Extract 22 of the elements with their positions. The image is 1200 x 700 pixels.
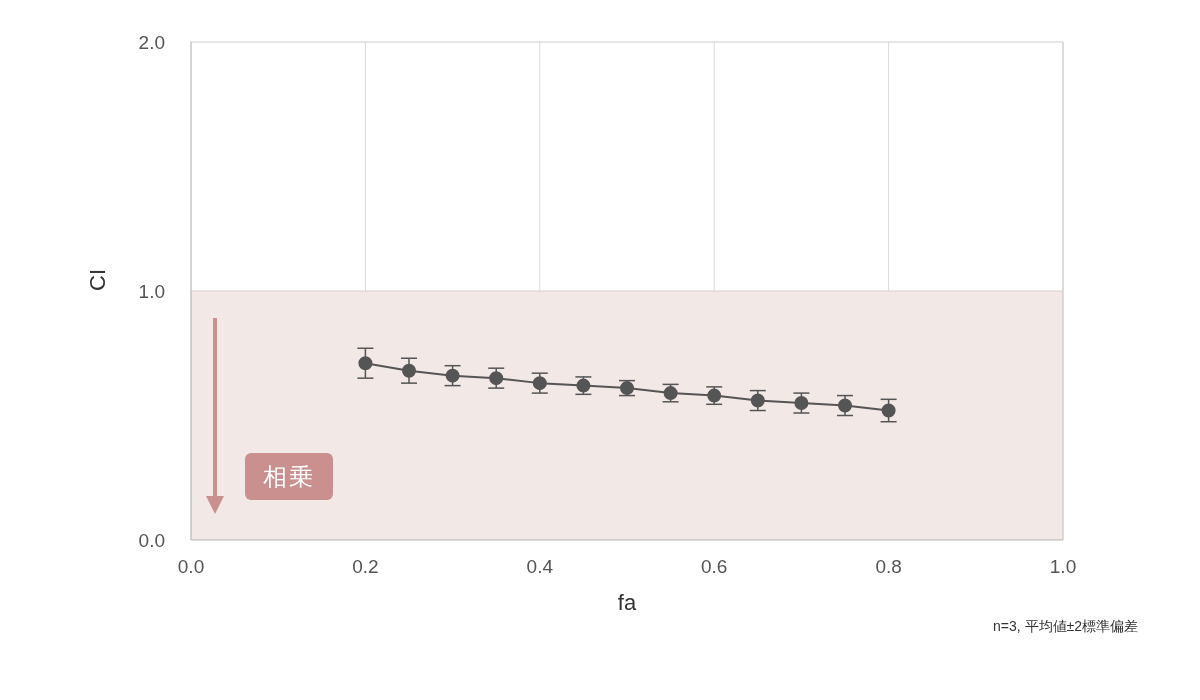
point xyxy=(794,396,809,411)
point xyxy=(358,356,373,371)
text: n=3, 平均値±2標準偏差 xyxy=(993,618,1138,636)
x-tick-label: 0.6 xyxy=(700,556,728,578)
point xyxy=(532,376,547,391)
x-tick-label: 0.0 xyxy=(177,556,205,578)
point xyxy=(838,398,852,413)
y-tick-label: 1.0 xyxy=(138,280,165,302)
annotation: 相乗 xyxy=(245,453,333,500)
y-tick-label: 0.0 xyxy=(138,529,165,551)
x-tick-label: 0.4 xyxy=(526,556,554,578)
point xyxy=(445,368,460,383)
x-tick-label: 0.2 xyxy=(352,556,379,578)
x-tick-label: 1.0 xyxy=(1049,556,1077,578)
point xyxy=(489,371,504,386)
point xyxy=(750,393,765,408)
x-tick-label: 0.8 xyxy=(875,556,902,578)
y-axis-title: CI xyxy=(84,269,110,291)
y-tick-label: 2.0 xyxy=(138,31,165,53)
point xyxy=(402,363,416,378)
x-axis-title: fa xyxy=(617,590,637,615)
point xyxy=(881,403,896,418)
